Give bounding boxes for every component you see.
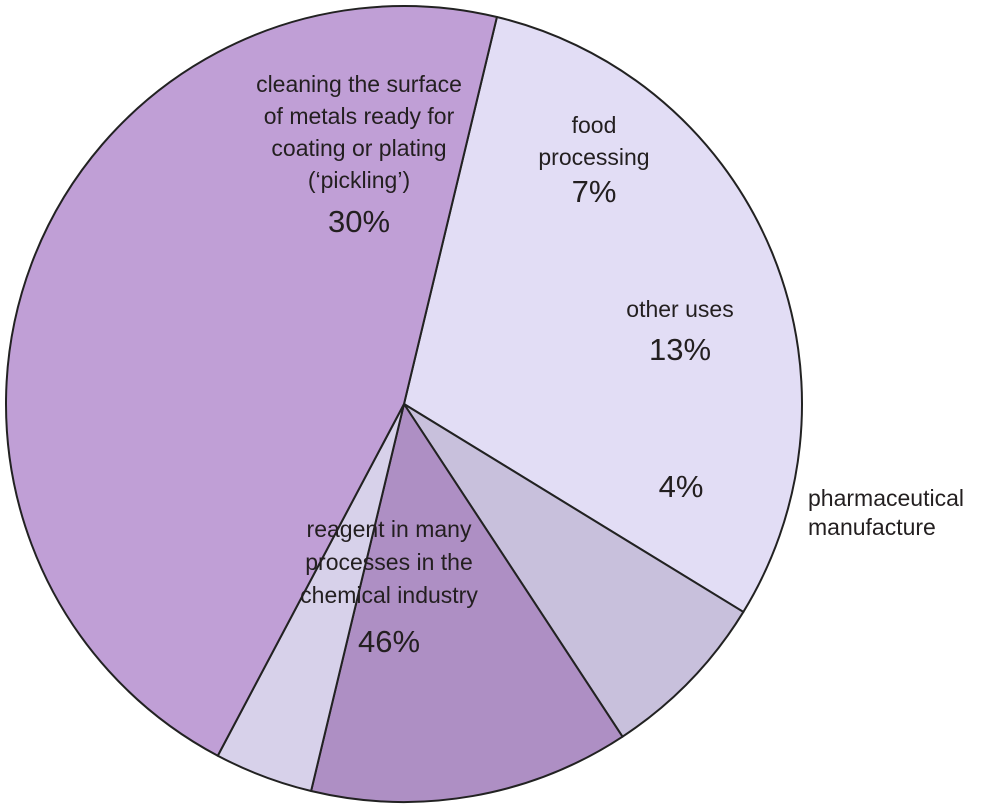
- slice-label-1: (‘pickling’): [308, 167, 410, 193]
- slice-label-5: reagent in many: [307, 516, 472, 542]
- slice-label-2: food: [572, 112, 617, 138]
- slice-label-5: processes in the: [305, 549, 472, 575]
- pie-slices: [5, 5, 803, 803]
- slice-label-1: cleaning the surface: [256, 71, 462, 97]
- slice-label-5: chemical industry: [300, 582, 478, 608]
- slice-label-1: of metals ready for: [264, 103, 455, 129]
- pie-slice-2: [403, 403, 745, 738]
- slice-value-1: 30%: [328, 204, 390, 239]
- slice-value-5: 46%: [358, 624, 420, 659]
- slice-label-4: pharmaceutical: [808, 485, 964, 511]
- slice-value-4: 4%: [659, 469, 704, 504]
- slice-label-3: other uses: [626, 296, 733, 322]
- slice-label-1: coating or plating: [271, 135, 446, 161]
- pie-slice-3: [310, 403, 624, 803]
- pie-labels: cleaning the surface of metals ready for c…: [256, 71, 964, 659]
- slice-label-4: manufacture: [808, 514, 936, 540]
- pie-slice-5: [5, 5, 498, 757]
- slice-value-2: 7%: [572, 174, 617, 209]
- slice-label-2: processing: [538, 144, 649, 170]
- slice-value-3: 13%: [649, 332, 711, 367]
- pie-slice-1: [403, 16, 803, 613]
